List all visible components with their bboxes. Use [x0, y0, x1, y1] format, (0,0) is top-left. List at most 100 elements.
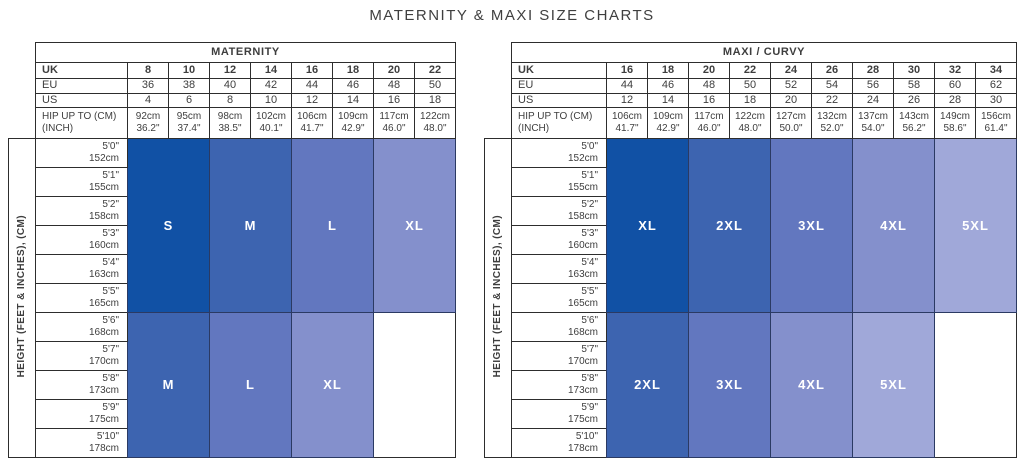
hip-label-line1: HIP UP TO (CM)	[42, 110, 117, 122]
hip-cm-value: 117cm	[694, 110, 724, 122]
us-size-cell: 12	[606, 92, 648, 109]
height-cm-value: 165cm	[567, 298, 598, 310]
uk-size-cell: 18	[332, 62, 374, 79]
size-block-2xl: 2XL	[688, 138, 771, 314]
height-axis-label-cell: HEIGHT (FEET & INCHES), (CM)	[484, 138, 512, 459]
us-row-label: US	[35, 92, 128, 109]
size-block-4xl: 4XL	[852, 138, 935, 314]
size-block-s: S	[127, 138, 210, 314]
hip-inch-value: 38.5"	[218, 123, 242, 135]
hip-inch-value: 52.0"	[820, 123, 844, 135]
hip-cm-value: 132cm	[816, 110, 847, 122]
eu-size-cell: 44	[606, 78, 648, 94]
hip-value-cell: 127cm 50.0"	[770, 107, 812, 140]
size-block-label: 2XL	[634, 377, 661, 393]
eu-row-label: EU	[511, 78, 607, 94]
size-block-3xl: 3XL	[688, 312, 771, 459]
hip-value-cell: 102cm 40.1"	[250, 107, 292, 140]
us-size-cell: 20	[770, 92, 812, 109]
height-cm-value: 170cm	[567, 356, 598, 368]
hip-cm-value: 127cm	[775, 110, 806, 122]
uk-size-cell: 28	[852, 62, 894, 79]
height-cm-value: 158cm	[567, 211, 598, 223]
eu-size-cell: 54	[811, 78, 853, 94]
size-block-xl: XL	[291, 312, 374, 459]
hip-value-cell: 98cm 38.5"	[209, 107, 251, 140]
height-cm-value: 175cm	[567, 414, 598, 426]
hip-cm-value: 149cm	[939, 110, 970, 122]
uk-size-cell: 16	[291, 62, 333, 79]
spacer-cell	[8, 78, 36, 94]
hip-inch-value: 42.9"	[656, 123, 680, 135]
us-size-cell: 4	[127, 92, 169, 109]
height-feet-value: 5'1"	[581, 169, 598, 181]
height-feet-value: 5'9"	[102, 401, 119, 413]
spacer-cell	[484, 42, 512, 63]
hip-cm-value: 143cm	[898, 110, 929, 122]
hip-value-cell: 143cm 56.2"	[893, 107, 935, 140]
size-block-l: L	[209, 312, 292, 459]
hip-cm-value: 98cm	[217, 110, 243, 122]
height-axis-label-cell: HEIGHT (FEET & INCHES), (CM)	[8, 138, 36, 459]
size-block-xl: XL	[606, 138, 689, 314]
height-cell: 5'4" 163cm	[511, 254, 607, 285]
height-cell: 5'6" 168cm	[511, 312, 607, 343]
us-size-cell: 16	[373, 92, 415, 109]
spacer-cell	[484, 62, 512, 79]
height-cell: 5'7" 170cm	[35, 341, 128, 372]
spacer-cell	[484, 78, 512, 94]
size-block-2xl: 2XL	[606, 312, 689, 459]
uk-row-label: UK	[35, 62, 128, 79]
hip-inch-value: 36.2"	[136, 123, 160, 135]
height-feet-value: 5'10"	[575, 430, 598, 442]
height-cm-value: 152cm	[567, 153, 598, 165]
height-cm-value: 152cm	[88, 153, 119, 165]
hip-value-cell: 109cm 42.9"	[647, 107, 689, 140]
height-cell: 5'5" 165cm	[511, 283, 607, 314]
hip-value-cell: 122cm 48.0"	[729, 107, 771, 140]
hip-inch-value: 48.0"	[423, 123, 447, 135]
eu-size-cell: 52	[770, 78, 812, 94]
hip-inch-value: 41.7"	[300, 123, 324, 135]
hip-label-line2: (INCH)	[42, 123, 74, 135]
height-feet-value: 5'8"	[581, 372, 598, 384]
hip-value-cell: 137cm 54.0"	[852, 107, 894, 140]
eu-size-cell: 58	[893, 78, 935, 94]
height-cell: 5'1" 155cm	[511, 167, 607, 198]
chart-name-header: MAXI / CURVY	[511, 42, 1017, 63]
height-cm-value: 163cm	[567, 269, 598, 281]
height-cell: 5'10" 178cm	[511, 428, 607, 459]
us-size-cell: 10	[250, 92, 292, 109]
height-cell: 5'5" 165cm	[35, 283, 128, 314]
uk-size-cell: 22	[729, 62, 771, 79]
height-axis-label: HEIGHT (FEET & INCHES), (CM)	[492, 214, 503, 378]
eu-row-label: EU	[35, 78, 128, 94]
height-cm-value: 168cm	[567, 327, 598, 339]
height-cell: 5'0" 152cm	[35, 138, 128, 169]
height-cell: 5'1" 155cm	[35, 167, 128, 198]
us-size-cell: 16	[688, 92, 730, 109]
us-size-cell: 6	[168, 92, 210, 109]
height-cm-value: 160cm	[567, 240, 598, 252]
eu-size-cell: 62	[975, 78, 1017, 94]
size-block-5xl: 5XL	[934, 138, 1017, 314]
spacer-cell	[8, 107, 36, 139]
hip-value-cell: 122cm 48.0"	[414, 107, 456, 140]
height-feet-value: 5'2"	[102, 198, 119, 210]
us-size-cell: 14	[332, 92, 374, 109]
height-feet-value: 5'10"	[96, 430, 119, 442]
uk-size-cell: 26	[811, 62, 853, 79]
hip-inch-value: 61.4"	[984, 123, 1008, 135]
height-feet-value: 5'9"	[581, 401, 598, 413]
hip-value-cell: 109cm 42.9"	[332, 107, 374, 140]
eu-size-cell: 44	[291, 78, 333, 94]
us-size-cell: 18	[729, 92, 771, 109]
hip-cm-value: 106cm	[296, 110, 327, 122]
eu-size-cell: 36	[127, 78, 169, 94]
hip-cm-value: 122cm	[419, 110, 450, 122]
height-axis-label: HEIGHT (FEET & INCHES), (CM)	[16, 214, 27, 378]
size-block-3xl: 3XL	[770, 138, 853, 314]
maternity-size-chart: MATERNITY UK 8 10 12 14 16 18 20 22 EU 36 38 40 42 44 46…	[8, 42, 456, 459]
eu-size-cell: 60	[934, 78, 976, 94]
chart-name-header: MATERNITY	[35, 42, 456, 63]
